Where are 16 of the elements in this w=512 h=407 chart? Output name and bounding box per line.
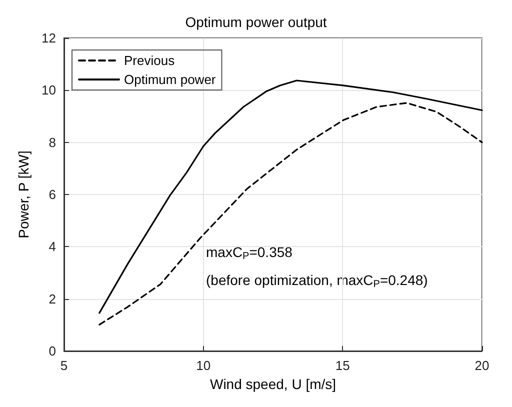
y-tick-label: 0 [48,344,56,358]
y-axis-title: Power, P [kW] [16,150,32,238]
y-tick-label: 2 [48,291,56,306]
legend-label: Previous [124,53,176,68]
legend-label: Optimum power [124,72,216,87]
chart-title: Optimum power output [185,14,327,30]
x-tick-label: 10 [196,358,211,373]
x-tick-label: 20 [474,358,490,373]
y-tick-label: 6 [48,187,56,202]
x-tick-label: 15 [335,358,350,373]
y-tick-label: 4 [48,239,56,254]
y-tick-label: 8 [48,134,56,150]
x-axis-title: Wind speed, U [m/s] [210,376,336,392]
y-tick-label: 10 [42,82,56,98]
y-tick-label: 12 [42,30,56,46]
x-tick-label: 5 [60,358,68,373]
